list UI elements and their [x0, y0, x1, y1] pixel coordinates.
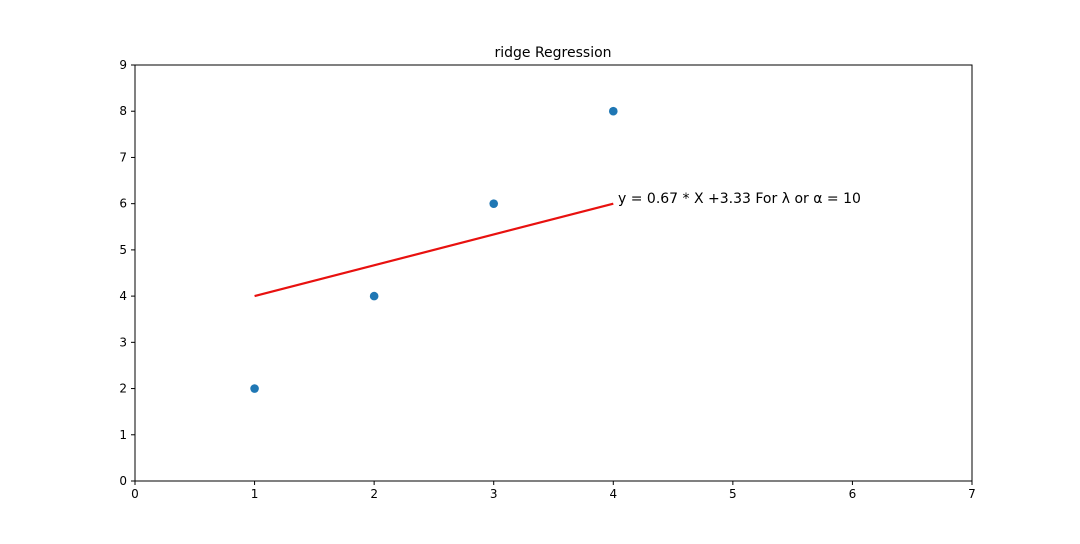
- y-tick-label: 6: [119, 197, 127, 211]
- scatter-point: [369, 291, 379, 301]
- chart-title: ridge Regression: [494, 45, 611, 61]
- x-tick-label: 4: [609, 487, 617, 501]
- x-tick-label: 6: [849, 487, 857, 501]
- x-tick-label: 3: [490, 487, 498, 501]
- y-tick-label: 3: [119, 335, 127, 349]
- marks-layer: [250, 106, 618, 393]
- y-tick-label: 8: [119, 104, 127, 118]
- regression-annotation: y = 0.67 * X +3.33 For λ or α = 10: [618, 191, 861, 207]
- scatter-point: [489, 199, 499, 208]
- y-tick-label: 0: [119, 474, 127, 488]
- y-tick-label: 7: [119, 150, 127, 164]
- scatter-point: [608, 106, 618, 116]
- ticks-layer: 0 1 2 3 4 5 6 7 0 1 2 3 4 5 6 7 8 9: [119, 58, 975, 501]
- y-tick-label: 2: [119, 382, 127, 396]
- y-tick-label: 1: [119, 428, 127, 442]
- plot-frame: [134, 64, 973, 482]
- regression-line: [254, 202, 614, 298]
- x-tick-label: 5: [729, 487, 737, 501]
- x-tick-label: 1: [251, 487, 259, 501]
- y-tick-label: 9: [119, 58, 127, 72]
- y-tick-label: 5: [119, 243, 127, 257]
- x-tick-label: 7: [968, 487, 976, 501]
- x-tick-label: 0: [131, 487, 139, 501]
- x-tick-label: 2: [370, 487, 378, 501]
- y-tick-label: 4: [119, 289, 127, 303]
- scatter-point: [250, 384, 259, 393]
